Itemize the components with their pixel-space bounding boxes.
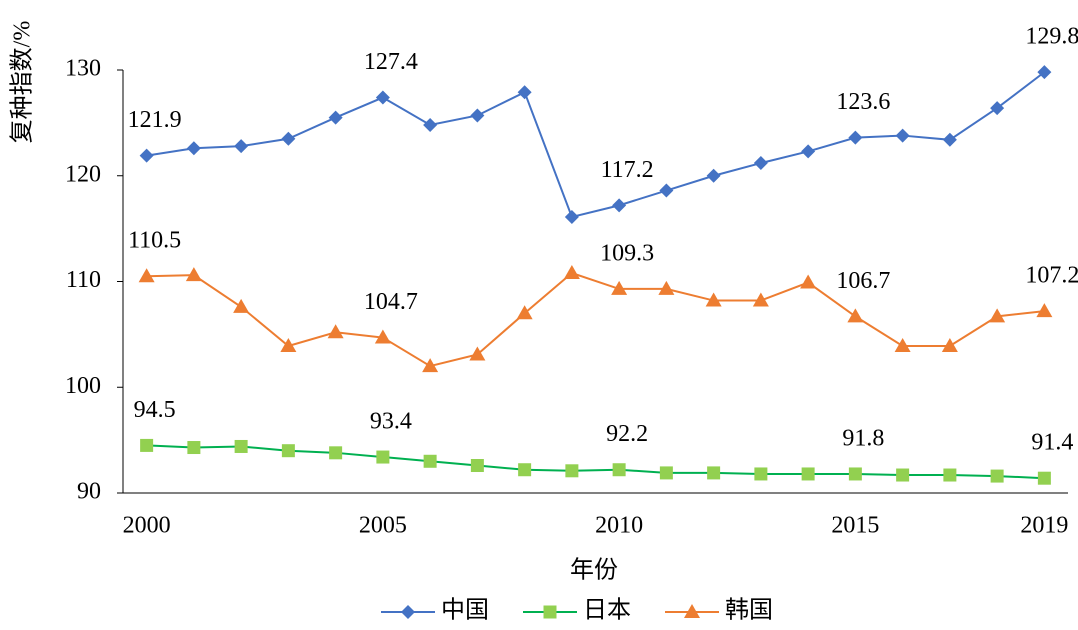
data-label: 92.2 <box>606 421 648 447</box>
data-point <box>990 101 1005 116</box>
data-point <box>1037 65 1052 80</box>
data-point <box>658 280 675 295</box>
data-point <box>1036 303 1053 318</box>
data-point <box>185 267 202 282</box>
data-point <box>376 450 390 464</box>
data-label: 94.5 <box>134 397 176 423</box>
data-point <box>423 454 437 468</box>
data-label: 127.4 <box>364 49 418 75</box>
x-axis-label: 年份 <box>570 557 618 584</box>
legend-marker <box>401 605 415 619</box>
data-point <box>989 308 1006 323</box>
data-label: 91.4 <box>1031 430 1073 456</box>
data-point <box>374 329 391 344</box>
data-point <box>138 268 155 283</box>
data-point <box>752 292 769 307</box>
data-label: 123.6 <box>836 89 890 115</box>
data-point <box>469 346 486 361</box>
data-point <box>847 308 864 323</box>
x-tick-label: 2010 <box>595 513 643 539</box>
legend-marker <box>684 604 700 618</box>
data-point <box>895 128 910 143</box>
data-point <box>329 446 343 460</box>
data-label: 109.3 <box>600 240 654 266</box>
data-label: 91.8 <box>842 425 884 451</box>
data-point <box>990 469 1004 483</box>
data-point <box>281 444 295 458</box>
data-point <box>139 148 154 163</box>
x-tick-label: 2005 <box>359 513 407 539</box>
y-tick-label: 130 <box>65 56 101 82</box>
data-point <box>659 466 673 480</box>
x-tick-label: 2019 <box>1020 513 1068 539</box>
data-point <box>281 131 296 146</box>
data-point <box>470 108 485 123</box>
series-line <box>146 271 1045 368</box>
y-tick-label: 90 <box>77 479 101 505</box>
legend-label: 中国 <box>441 597 489 624</box>
data-label: 93.4 <box>370 409 412 435</box>
data-point <box>470 459 484 473</box>
data-point <box>234 439 248 453</box>
data-point <box>801 467 815 481</box>
data-point <box>848 467 862 481</box>
data-point <box>705 292 722 307</box>
data-point <box>140 438 154 452</box>
data-point <box>564 209 579 224</box>
data-point <box>234 139 249 154</box>
data-point <box>894 338 911 353</box>
data-point <box>941 338 958 353</box>
data-point <box>612 198 627 213</box>
series-line <box>146 444 1045 480</box>
data-point <box>518 463 532 477</box>
legend-marker <box>543 605 557 619</box>
data-point <box>187 441 201 455</box>
data-point <box>517 85 532 100</box>
y-tick-label: 110 <box>66 267 101 293</box>
data-point <box>801 144 816 159</box>
data-point <box>943 468 957 482</box>
data-point <box>516 305 533 320</box>
data-point <box>611 280 628 295</box>
data-point <box>706 168 721 183</box>
data-point <box>422 358 439 373</box>
y-axis-label: 复种指数/% <box>9 21 36 144</box>
data-point <box>328 110 343 125</box>
x-tick-label: 2000 <box>123 513 171 539</box>
legend-label: 日本 <box>583 597 631 624</box>
data-point <box>327 324 344 339</box>
data-label: 110.5 <box>128 228 181 254</box>
series-line <box>146 71 1045 219</box>
data-point <box>848 130 863 145</box>
data-point <box>423 117 438 132</box>
data-point <box>754 467 768 481</box>
y-tick-label: 120 <box>65 161 101 187</box>
data-point <box>280 338 297 353</box>
data-point <box>233 298 250 313</box>
data-label: 117.2 <box>601 157 654 183</box>
data-point <box>563 265 580 280</box>
data-point <box>375 90 390 105</box>
data-point <box>707 466 721 480</box>
data-point <box>896 468 910 482</box>
data-label: 106.7 <box>836 268 890 294</box>
data-point <box>942 132 957 147</box>
x-tick-label: 2015 <box>831 513 879 539</box>
data-label: 107.2 <box>1025 263 1078 289</box>
data-point <box>612 463 626 477</box>
data-point <box>186 141 201 156</box>
data-point <box>659 183 674 198</box>
data-point <box>753 156 768 171</box>
legend-label: 韩国 <box>725 597 773 624</box>
data-point <box>800 274 817 289</box>
data-label: 104.7 <box>364 289 418 315</box>
data-label: 121.9 <box>128 107 182 133</box>
y-tick-label: 100 <box>65 373 101 399</box>
data-label: 129.8 <box>1025 24 1078 50</box>
data-point <box>1037 471 1051 485</box>
data-point <box>565 464 579 478</box>
